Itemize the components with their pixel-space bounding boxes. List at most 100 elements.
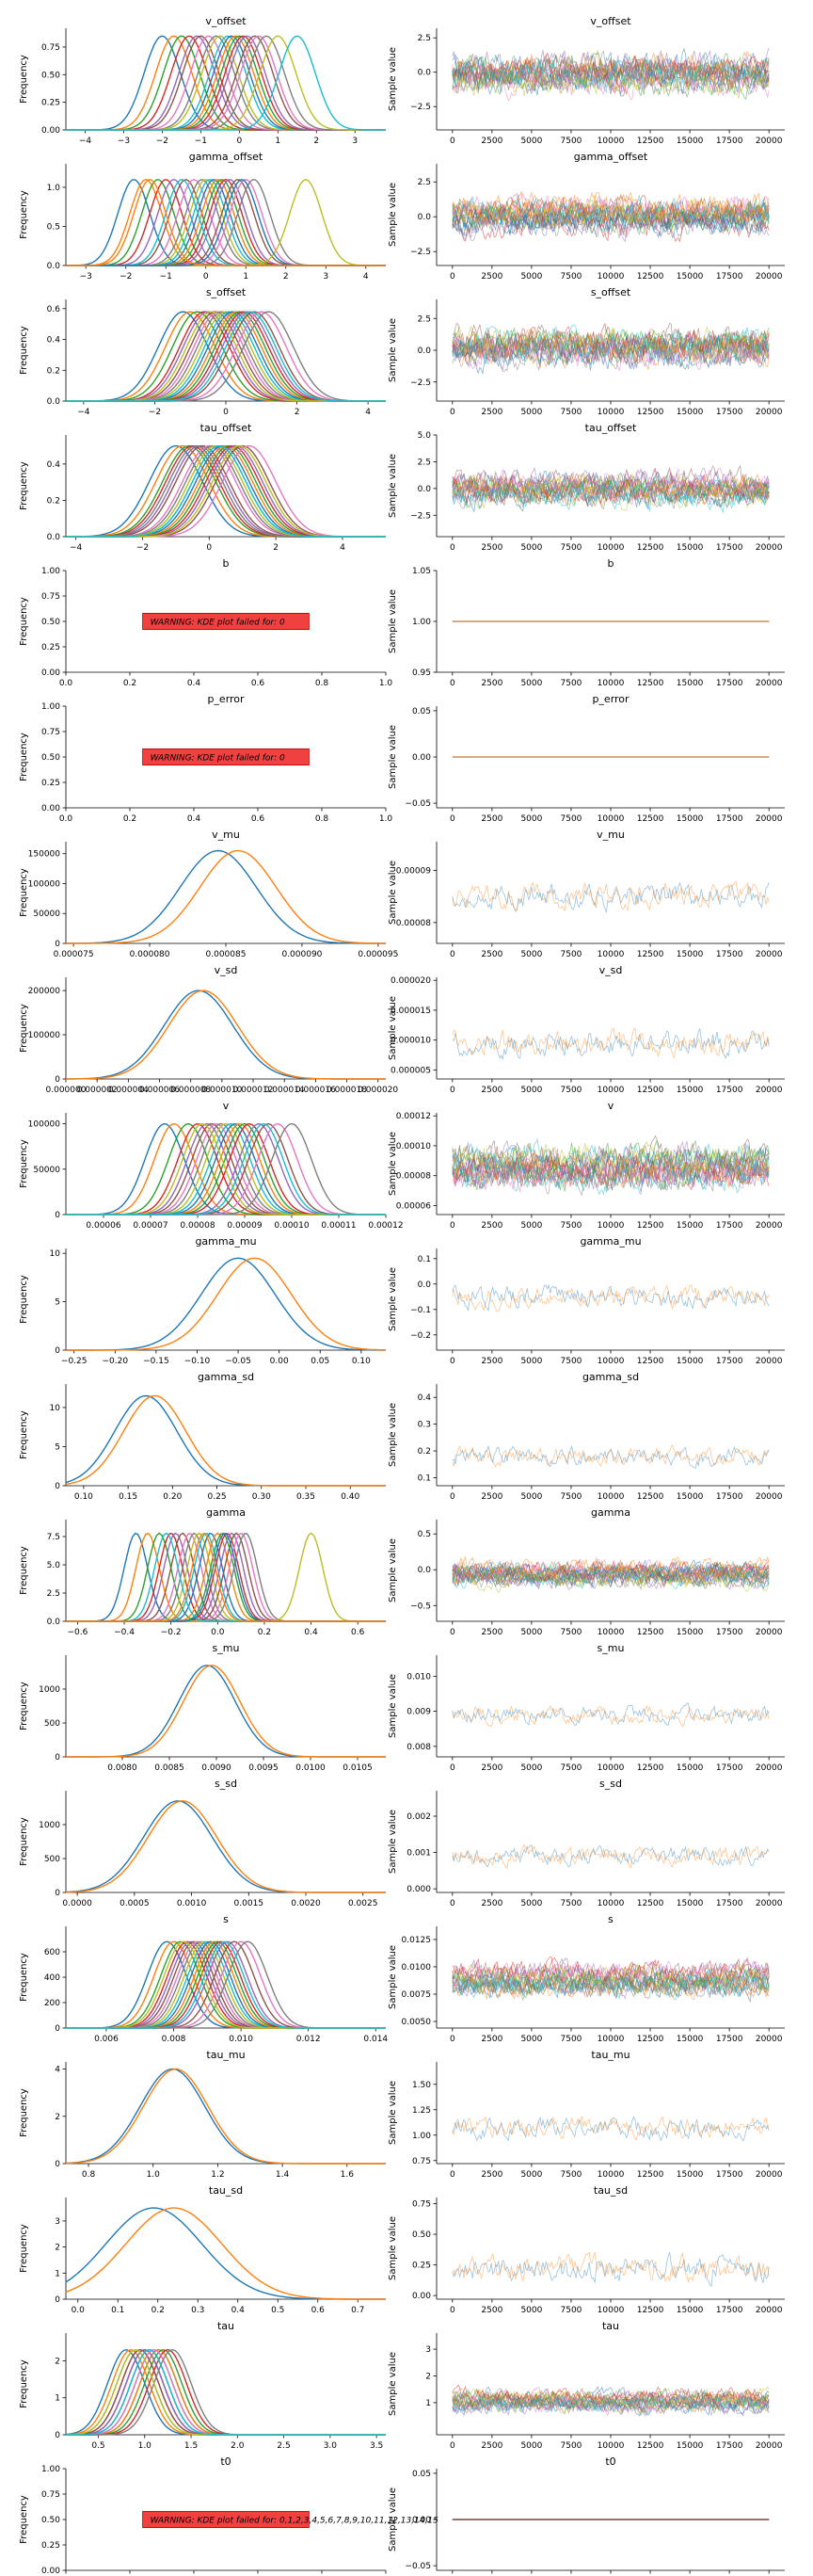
trace-y-tick-label: 0.000005 — [391, 1066, 431, 1075]
trace-series-1 — [452, 879, 770, 913]
trace-x-tick-label: 0 — [450, 543, 455, 553]
trace-series-0 — [452, 1444, 770, 1469]
trace-x-tick-label: 20000 — [756, 1086, 783, 1095]
kde-y-label: Frequency — [19, 1682, 29, 1731]
kde-x-tick-label: 0.25 — [208, 1492, 227, 1502]
kde-series-1 — [66, 1665, 386, 1758]
trace-x-tick-label: 7500 — [561, 2306, 582, 2315]
trace-title: v_offset — [590, 15, 631, 27]
kde-y-label: Frequency — [19, 1275, 29, 1324]
kde-x-tick-label: 0 — [206, 543, 212, 553]
trace-y-tick-label: 0.0075 — [402, 1990, 432, 2000]
kde-x-tick-label: 0.0095 — [248, 1763, 279, 1773]
kde-y-label: Frequency — [19, 1410, 29, 1459]
trace-x-tick-label: 12500 — [637, 679, 664, 688]
trace-y-tick-label: 0.0050 — [402, 2018, 432, 2027]
trace-y-label: Sample value — [388, 1267, 398, 1331]
trace-x-tick-label: 15000 — [677, 2035, 704, 2044]
kde-y-tick-label: 0 — [55, 2295, 60, 2305]
trace-x-tick-label: 0 — [450, 272, 455, 282]
kde-y-label: Frequency — [19, 1546, 29, 1595]
kde-x-tick-label: 0.35 — [296, 1492, 315, 1502]
trace-x-tick-label: 20000 — [756, 272, 783, 282]
kde-series-1 — [66, 990, 386, 1080]
trace-series-0 — [452, 2116, 770, 2142]
trace-series-group — [452, 2115, 770, 2142]
kde-warning-text: WARNING: KDE plot failed for: 0,1,2,3,4,… — [151, 2517, 439, 2526]
kde-series-0 — [65, 1800, 386, 1893]
kde-x-tick-label: 0.000002 — [77, 1086, 118, 1095]
kde-x-tick-label: 1 — [275, 137, 280, 146]
trace-x-tick-label: 0 — [450, 1628, 455, 1637]
trace-x-tick-label: 2500 — [481, 950, 502, 959]
kde-y-tick-label: 0 — [55, 2160, 60, 2169]
kde-y-tick-label: 5.0 — [47, 1561, 61, 1570]
kde-x-tick-label: 0.000075 — [54, 950, 94, 959]
kde-series-11 — [66, 444, 386, 538]
panel-row-tau: tau 0.5 1.0 1.5 2.0 2.5 3.0 3.5 0 1 2 Frequency tau 0… — [19, 2320, 785, 2451]
trace-series-1 — [452, 1704, 770, 1728]
kde-x-tick-label: 0.1 — [111, 2306, 124, 2315]
kde-x-tick-label: 0.010 — [229, 2035, 253, 2044]
trace-x-tick-label: 7500 — [561, 1357, 582, 1366]
kde-series-18 — [66, 444, 386, 538]
kde-x-tick-label: 0.4 — [231, 2306, 246, 2315]
panel-row-tau-mu: tau_mu 0.8 1.0 1.2 1.4 1.6 0 2 4 Frequency tau_mu 0… — [19, 2049, 785, 2180]
kde-x-tick-label: 0.2 — [258, 1628, 271, 1637]
kde-y-tick-label: 0.50 — [41, 2516, 60, 2525]
kde-x-tick-label: 0.5 — [91, 2441, 104, 2451]
trace-series-group — [452, 1843, 770, 1870]
kde-y-tick-label: 200 — [44, 1999, 60, 2008]
trace-x-tick-label: 12500 — [637, 2035, 664, 2044]
trace-series-17 — [452, 1971, 770, 2000]
trace-y-tick-label: 1.50 — [412, 2081, 431, 2090]
trace-x-tick-label: 7500 — [561, 950, 582, 959]
trace-x-tick-label: 2500 — [481, 2035, 502, 2044]
trace-x-tick-label: 2500 — [481, 2441, 502, 2451]
trace-x-tick-label: 15000 — [677, 543, 704, 553]
trace-y-tick-label: 0.95 — [412, 668, 431, 678]
kde-y-tick-label: 0.25 — [41, 779, 60, 788]
kde-y-tick-label: 0.25 — [41, 2541, 60, 2551]
kde-y-tick-label: 10 — [50, 1249, 61, 1259]
kde-x-tick-label: 0 — [236, 137, 242, 146]
kde-y-label: Frequency — [19, 597, 29, 646]
kde-y-tick-label: 0.4 — [47, 336, 61, 346]
kde-x-tick-label: 2 — [273, 543, 279, 553]
kde-y-tick-label: 0.75 — [41, 2490, 60, 2500]
kde-x-tick-label: −4 — [77, 408, 90, 417]
kde-title: v_mu — [212, 829, 240, 841]
trace-x-tick-label: 5000 — [520, 1086, 542, 1095]
trace-x-tick-label: 20000 — [756, 679, 783, 688]
trace-series-21 — [452, 1559, 770, 1584]
kde-x-tick-label: 3 — [323, 272, 328, 282]
kde-y-tick-label: 100000 — [28, 1031, 61, 1040]
trace-x-tick-label: 10000 — [598, 1899, 625, 1908]
kde-y-label: Frequency — [19, 1004, 29, 1053]
trace-x-tick-label: 10000 — [598, 2441, 625, 2451]
trace-y-tick-label: 0.00 — [412, 753, 431, 763]
kde-x-tick-label: 0.6 — [311, 2306, 326, 2315]
kde-y-label: Frequency — [19, 1953, 29, 2002]
kde-y-tick-label: 10 — [50, 1404, 61, 1413]
trace-y-tick-label: 1 — [425, 2399, 431, 2408]
kde-x-tick-label: 0.00011 — [321, 1221, 356, 1231]
kde-y-tick-label: 0 — [55, 1753, 60, 1763]
trace-series-group — [452, 464, 770, 514]
kde-y-label: Frequency — [19, 868, 29, 917]
trace-y-tick-label: 0.0125 — [402, 1936, 432, 1945]
kde-series-1 — [66, 444, 386, 538]
kde-x-tick-label: 1 — [243, 272, 248, 282]
kde-series-13 — [66, 445, 386, 538]
trace-x-tick-label: 7500 — [561, 1763, 582, 1773]
kde-x-tick-label: 4 — [340, 543, 345, 553]
kde-series-16 — [66, 444, 386, 538]
trace-series-12 — [452, 328, 770, 362]
trace-x-tick-label: 7500 — [561, 1221, 582, 1231]
kde-y-tick-label: 0 — [55, 1075, 60, 1085]
kde-title: tau_offset — [200, 422, 252, 434]
trace-series-19 — [452, 52, 770, 90]
trace-x-tick-label: 15000 — [677, 1763, 704, 1773]
kde-y-label: Frequency — [19, 190, 29, 239]
trace-series-1 — [452, 2115, 770, 2141]
